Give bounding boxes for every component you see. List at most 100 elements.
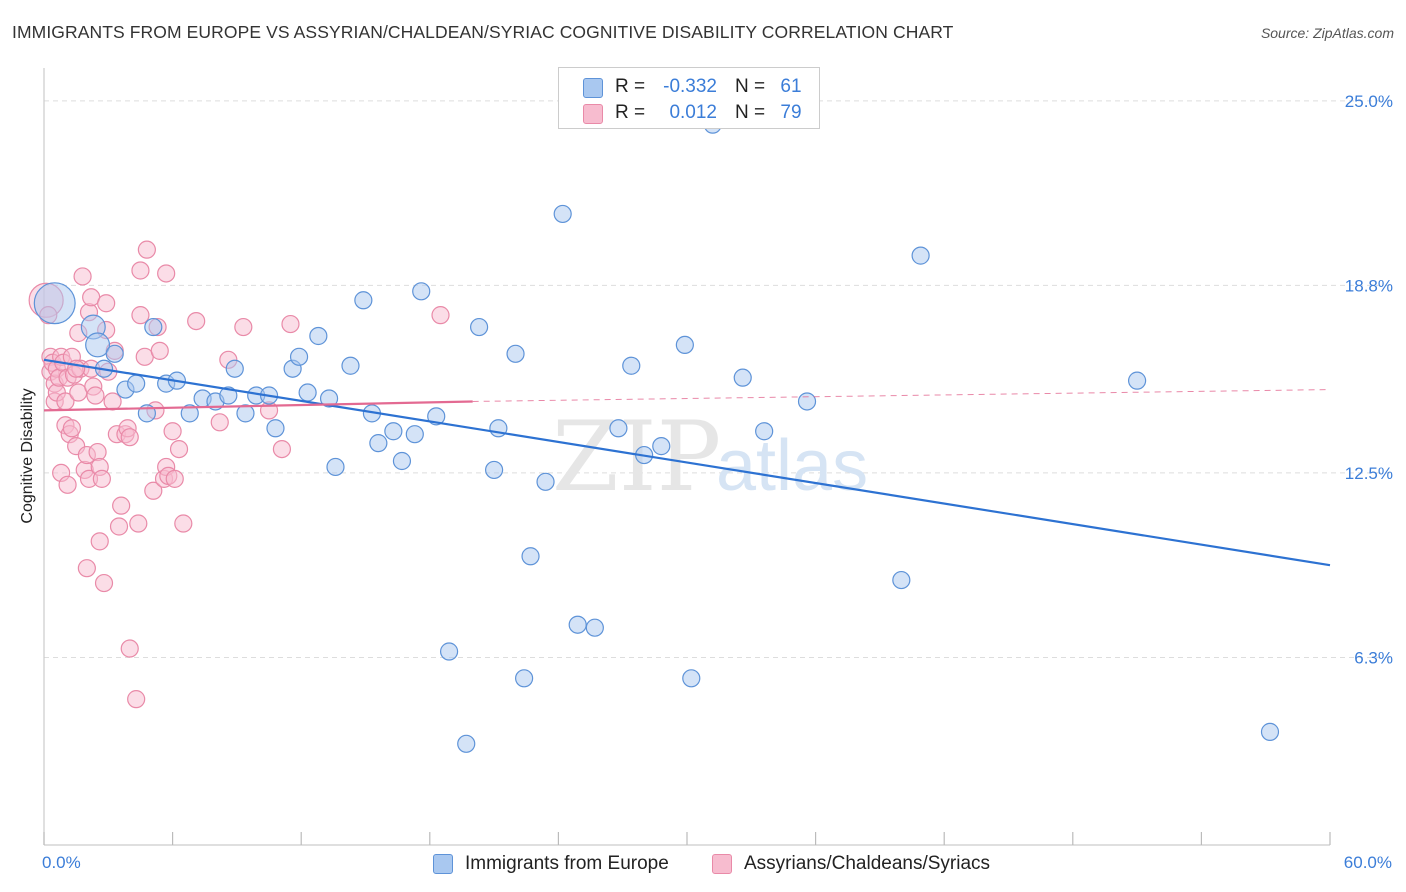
point-assyrians xyxy=(210,413,229,432)
point-assyrians xyxy=(73,267,92,286)
point-assyrians xyxy=(431,306,450,325)
point-europe xyxy=(469,317,489,337)
point-europe xyxy=(675,335,694,355)
point-europe xyxy=(144,317,163,337)
watermark: ZIP atlas xyxy=(552,401,868,513)
point-assyrians xyxy=(120,428,139,447)
point-assyrians xyxy=(58,475,77,494)
point-europe xyxy=(326,457,345,477)
point-europe xyxy=(219,386,238,405)
r-label: R = xyxy=(615,76,646,97)
point-europe xyxy=(298,383,317,402)
legend-swatch-assyrians xyxy=(712,854,732,874)
point-europe xyxy=(682,669,701,688)
point-europe xyxy=(405,425,424,444)
point-europe xyxy=(1127,371,1147,390)
point-assyrians xyxy=(86,386,105,405)
legend: Immigrants from Europe Assyrians/Chaldea… xyxy=(0,852,1406,880)
series-assyrians-points xyxy=(28,240,450,709)
point-europe xyxy=(412,282,431,301)
n-label: N = xyxy=(735,76,766,97)
swatch-assyrians xyxy=(583,104,603,124)
trend-line-assyrians-extension xyxy=(472,389,1331,402)
n-label: N = xyxy=(735,102,766,123)
point-europe xyxy=(309,326,328,346)
point-europe xyxy=(457,734,476,753)
point-europe xyxy=(369,434,388,453)
x-max-label: 60.0% xyxy=(1343,853,1392,872)
point-europe xyxy=(911,246,930,265)
stats-row-assyrians: R = 0.012 N = 79 xyxy=(559,101,819,129)
point-assyrians xyxy=(129,514,148,533)
r-label: R = xyxy=(615,102,646,123)
point-europe xyxy=(506,344,525,363)
chart-source: Source: ZipAtlas.com xyxy=(1260,25,1394,41)
point-assyrians xyxy=(157,264,176,283)
point-europe xyxy=(85,332,111,358)
point-europe xyxy=(521,547,540,566)
point-europe xyxy=(354,291,373,310)
point-assyrians xyxy=(131,306,150,325)
point-assyrians xyxy=(94,573,114,593)
point-assyrians xyxy=(62,419,81,438)
n-value-europe: 61 xyxy=(780,76,802,97)
point-europe xyxy=(536,472,555,491)
point-assyrians xyxy=(150,341,169,360)
point-assyrians xyxy=(163,422,182,441)
point-europe xyxy=(515,669,534,688)
trend-lines xyxy=(43,358,1331,567)
y-tick-label: 12.5% xyxy=(1345,464,1393,483)
legend-label-europe: Immigrants from Europe xyxy=(465,853,669,874)
point-assyrians xyxy=(109,517,129,536)
point-europe xyxy=(266,419,285,438)
point-europe xyxy=(384,422,403,441)
point-europe xyxy=(485,460,504,480)
point-europe xyxy=(127,374,146,393)
point-europe xyxy=(609,419,628,438)
trend-line-europe xyxy=(43,358,1331,567)
r-value-europe: -0.332 xyxy=(663,76,717,97)
point-assyrians xyxy=(120,639,139,658)
point-assyrians xyxy=(174,514,193,533)
y-tick-label: 25.0% xyxy=(1345,92,1393,111)
y-tick-labels: 25.0% 18.8% 12.5% 6.3% xyxy=(1345,92,1393,668)
point-assyrians xyxy=(281,314,300,334)
point-europe xyxy=(1260,722,1280,741)
point-assyrians xyxy=(112,496,131,515)
point-assyrians xyxy=(97,294,116,313)
point-assyrians xyxy=(77,559,96,578)
point-assyrians xyxy=(90,532,109,551)
point-europe xyxy=(892,570,911,590)
gridlines xyxy=(44,100,1392,658)
swatch-europe xyxy=(583,78,603,98)
point-assyrians xyxy=(92,469,111,488)
point-europe xyxy=(733,368,752,387)
point-europe xyxy=(585,618,604,637)
legend-swatch-europe xyxy=(433,854,453,874)
point-assyrians xyxy=(165,469,184,488)
stats-box: R = -0.332 N = 61 R = 0.012 N = 79 xyxy=(558,67,820,129)
r-value-assyrians: 0.012 xyxy=(669,102,717,123)
point-europe xyxy=(797,392,817,411)
point-europe xyxy=(236,404,255,423)
point-europe xyxy=(427,407,446,426)
point-europe xyxy=(439,642,459,661)
point-europe xyxy=(622,356,641,375)
y-tick-label: 18.8% xyxy=(1345,276,1393,295)
point-europe xyxy=(341,356,360,375)
legend-label-assyrians: Assyrians/Chaldeans/Syriacs xyxy=(744,853,991,874)
point-europe xyxy=(755,422,774,441)
trend-line-assyrians xyxy=(43,400,473,412)
point-europe xyxy=(105,344,124,363)
point-europe xyxy=(180,404,199,423)
point-assyrians xyxy=(67,359,86,378)
point-assyrians xyxy=(169,439,189,459)
point-assyrians xyxy=(103,392,122,411)
point-europe xyxy=(652,437,671,456)
point-assyrians xyxy=(127,690,146,709)
watermark-atlas: atlas xyxy=(716,426,868,506)
n-value-assyrians: 79 xyxy=(780,102,802,123)
point-europe xyxy=(553,204,572,224)
point-assyrians xyxy=(88,442,107,462)
